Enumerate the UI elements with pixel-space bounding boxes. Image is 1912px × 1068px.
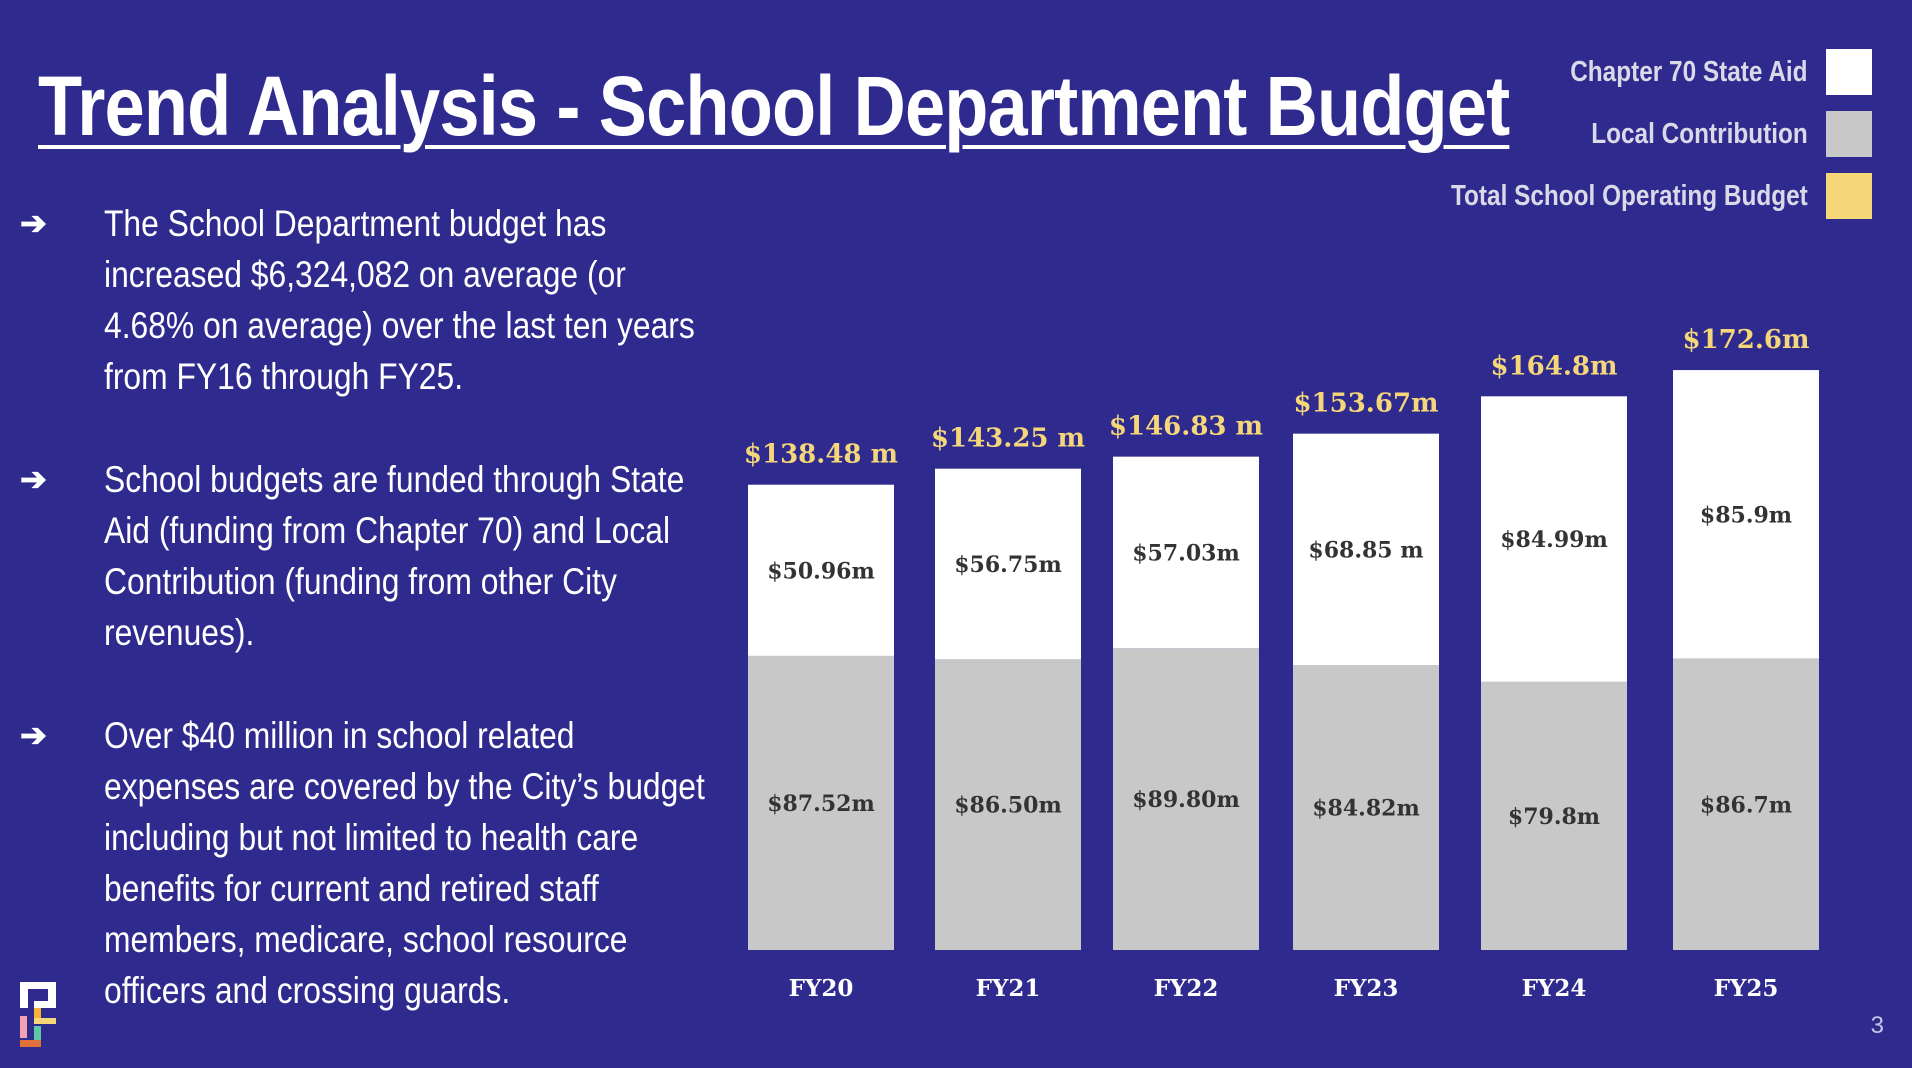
city-logo-icon — [20, 982, 56, 1047]
bullet-list: ➔ The School Department budget has incre… — [20, 198, 740, 1068]
bar-local-contribution — [1293, 665, 1439, 950]
legend-item-local: Local Contribution — [1383, 110, 1872, 158]
data-label-total: $138.48 m — [744, 440, 898, 470]
x-tick-label: FY25 — [1714, 975, 1779, 1002]
arrow-icon: ➔ — [20, 461, 47, 497]
data-label-total: $153.67m — [1293, 389, 1438, 419]
arrow-icon: ➔ — [20, 205, 47, 241]
x-tick-label: FY21 — [976, 975, 1041, 1002]
data-label-total: $172.6m — [1682, 325, 1809, 355]
data-label-total: $164.8m — [1490, 351, 1617, 381]
bar-state-aid — [1673, 370, 1819, 659]
data-label-local: $79.8m — [1508, 804, 1600, 830]
bullet-text: School budgets are funded through State … — [104, 459, 685, 653]
page-number: 3 — [1870, 1012, 1884, 1039]
legend-swatch-total — [1826, 173, 1872, 219]
bar-state-aid — [1113, 456, 1259, 649]
legend-item-total: Total School Operating Budget — [1383, 172, 1872, 220]
bar-state-aid — [935, 468, 1081, 660]
chart-legend: Chapter 70 State Aid Local Contribution … — [1383, 48, 1872, 234]
data-label-local: $86.50m — [954, 793, 1061, 819]
legend-label: Total School Operating Budget — [1451, 179, 1808, 212]
bar-local-contribution — [935, 659, 1081, 950]
data-label-state-aid: $68.85 m — [1308, 537, 1423, 563]
bar-state-aid — [1481, 396, 1627, 682]
bar-local-contribution — [1481, 681, 1627, 950]
bullet-item: ➔ Over $40 million in school related exp… — [20, 710, 740, 1016]
bullet-item: ➔ School budgets are funded through Stat… — [20, 454, 740, 658]
data-label-total: $143.25 m — [931, 424, 1085, 454]
bar-local-contribution — [1113, 648, 1259, 950]
x-tick-label: FY22 — [1154, 975, 1219, 1002]
bar-state-aid — [748, 484, 894, 656]
bar-local-contribution — [748, 655, 894, 950]
legend-swatch-state-aid — [1826, 49, 1872, 95]
x-tick-label: FY23 — [1334, 975, 1399, 1002]
bullet-item: ➔ The School Department budget has incre… — [20, 198, 740, 402]
data-label-state-aid: $85.9m — [1700, 502, 1792, 528]
data-label-local: $89.80m — [1132, 787, 1239, 813]
legend-swatch-local — [1826, 111, 1872, 157]
data-label-local: $87.52m — [767, 791, 874, 817]
bullet-text: The School Department budget has increas… — [104, 203, 695, 397]
bullet-text: Over $40 million in school related expen… — [104, 715, 705, 1011]
legend-label: Chapter 70 State Aid — [1570, 55, 1808, 88]
bar-local-contribution — [1673, 658, 1819, 950]
legend-item-state-aid: Chapter 70 State Aid — [1383, 48, 1872, 96]
data-label-local: $84.82m — [1312, 796, 1419, 822]
arrow-icon: ➔ — [20, 717, 47, 753]
bar-state-aid — [1293, 433, 1439, 666]
data-label-state-aid: $56.75m — [954, 552, 1061, 578]
x-tick-label: FY24 — [1522, 975, 1587, 1002]
legend-label: Local Contribution — [1591, 117, 1808, 150]
x-tick-label: FY20 — [789, 975, 854, 1002]
data-label-local: $86.7m — [1700, 792, 1792, 818]
data-label-total: $146.83 m — [1109, 412, 1263, 442]
data-label-state-aid: $57.03m — [1132, 540, 1239, 566]
data-label-state-aid: $50.96m — [767, 558, 874, 584]
data-label-state-aid: $84.99m — [1500, 527, 1607, 553]
page-title: Trend Analysis - School Department Budge… — [38, 59, 1510, 153]
